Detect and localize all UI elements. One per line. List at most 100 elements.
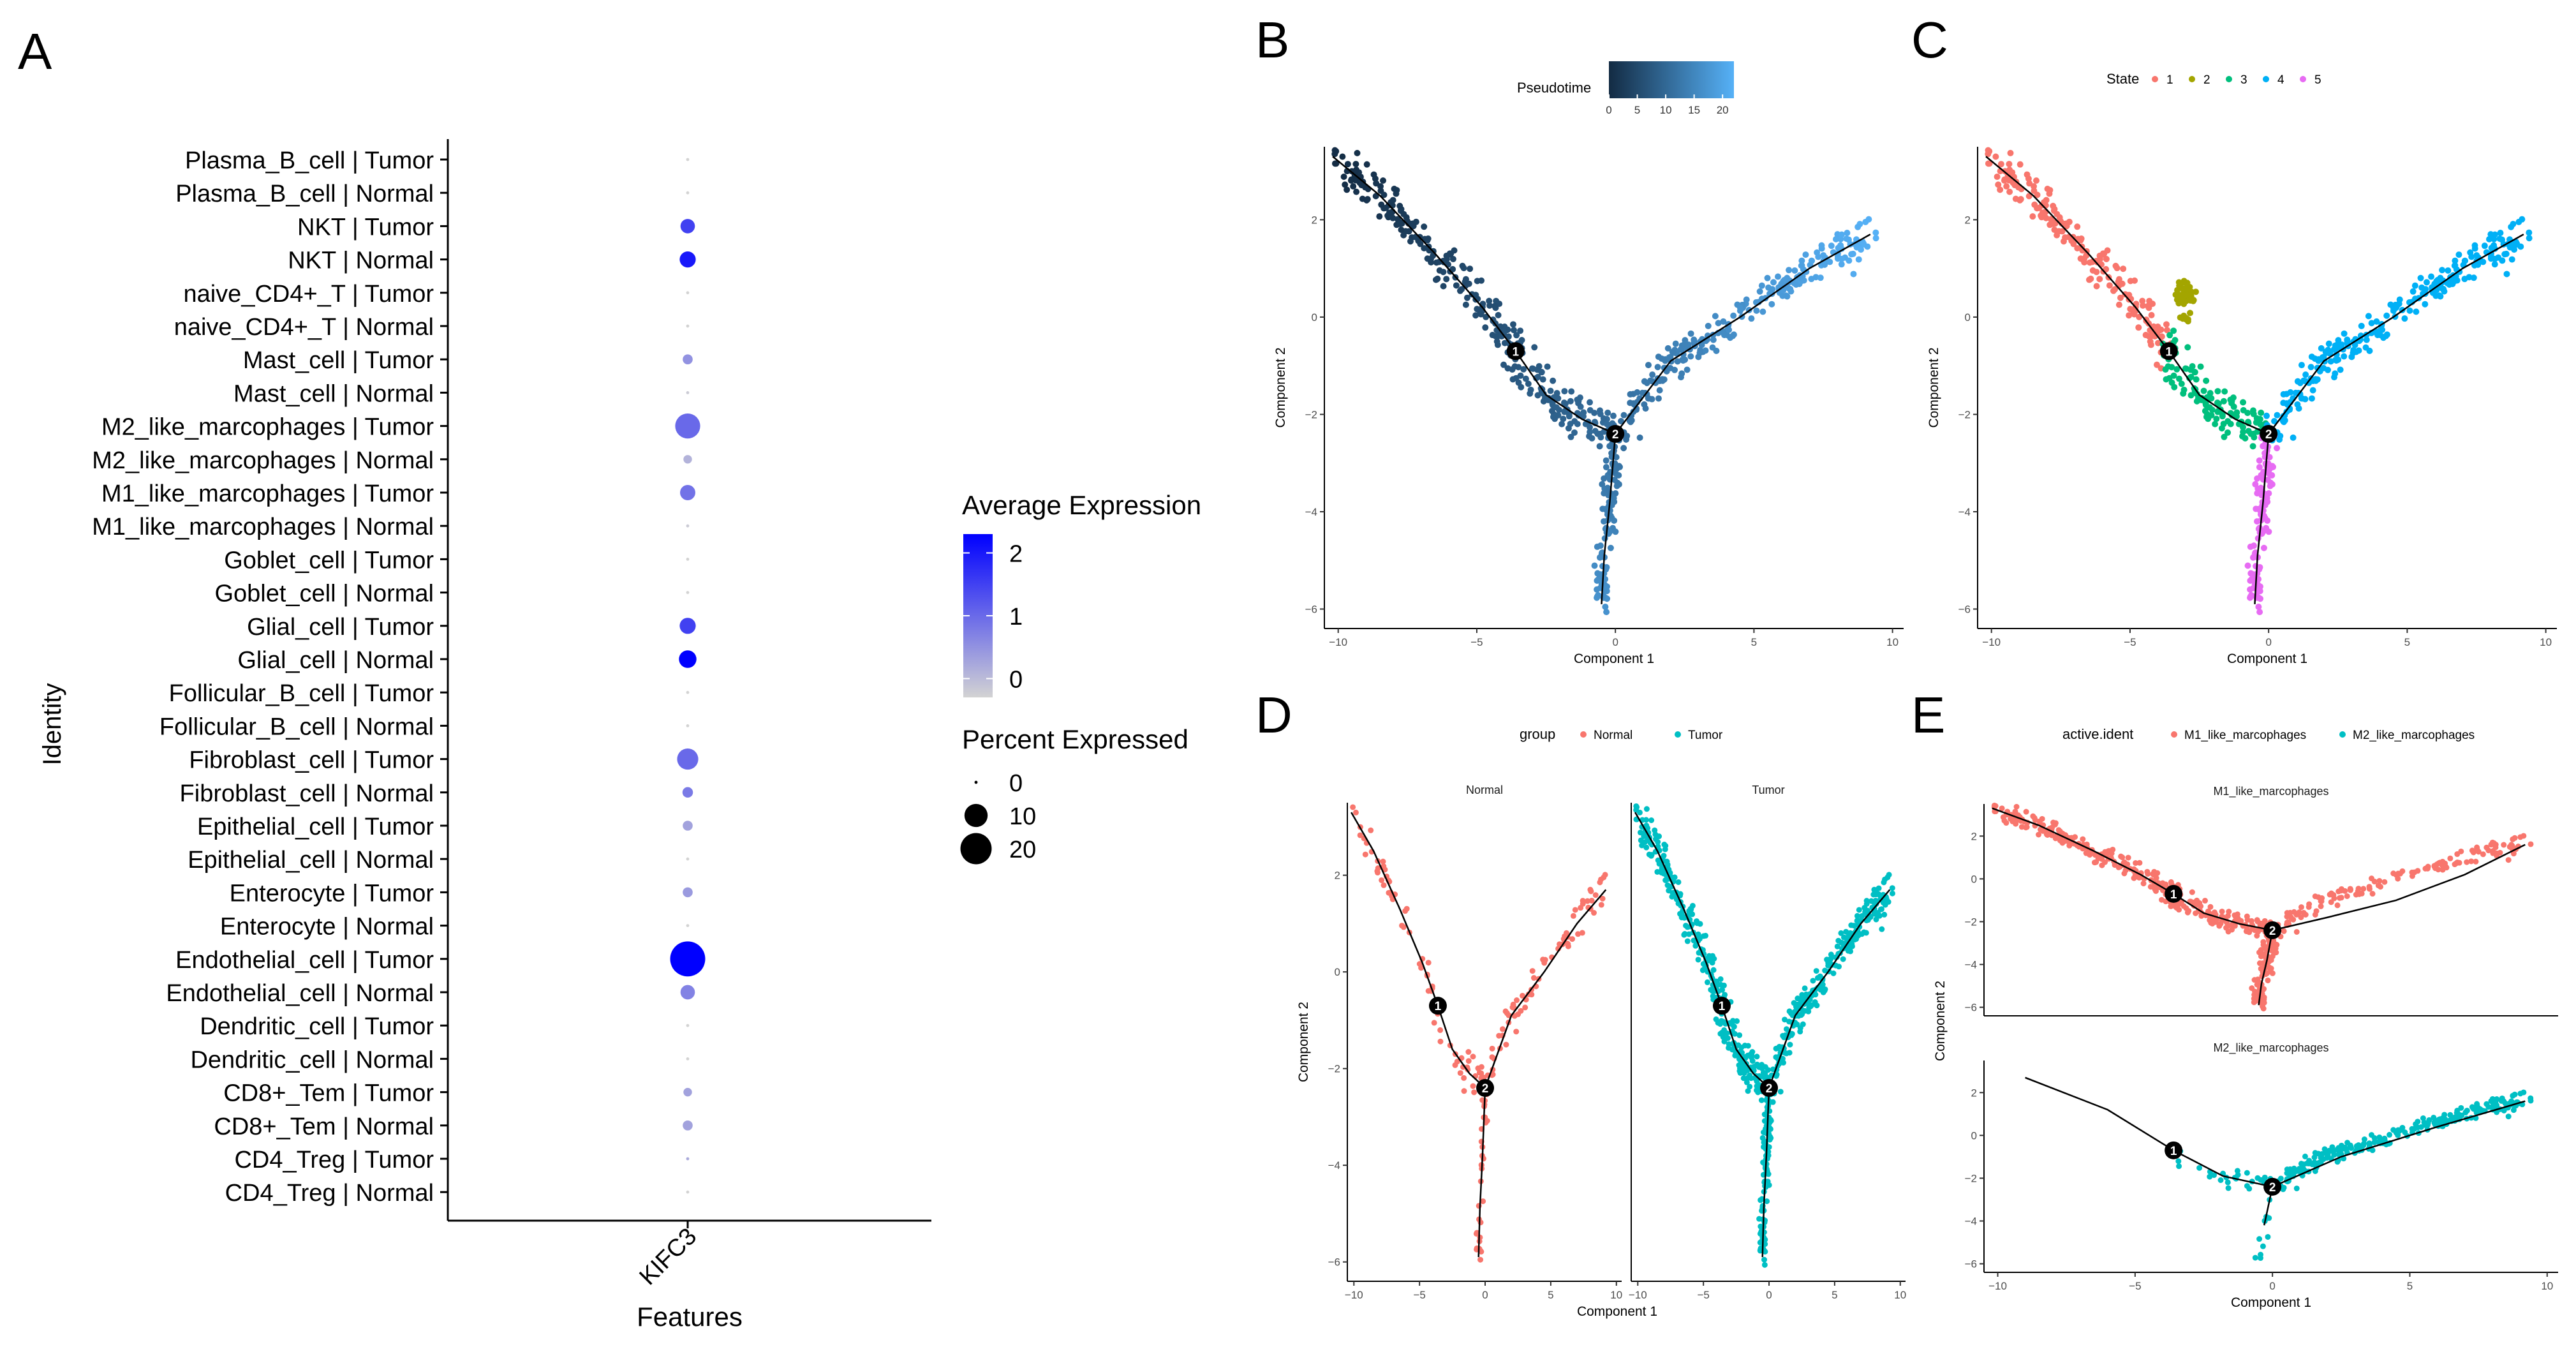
cell-point [2323,349,2330,356]
cell-point [2298,395,2306,402]
cell-point [2489,839,2496,845]
cell-point [2439,862,2445,868]
cell-point [2096,276,2103,283]
x-tick-label: −5 [1413,1289,1425,1301]
cell-point [1791,279,1798,287]
d-legend-title: group [1520,726,1555,742]
cell-point [1664,858,1670,865]
cell-point [2216,923,2223,929]
a-dot [686,1157,690,1161]
cell-point [1344,186,1351,193]
c-legend-swatch [2300,76,2306,82]
cell-point [2081,259,2088,266]
cell-point [1333,160,1340,167]
cell-point [2411,1126,2418,1132]
cell-point [2363,336,2370,343]
a-size-legend-label: 0 [1009,770,1023,797]
cell-point [1443,256,1450,263]
cell-point [1786,267,1793,274]
cell-point [1710,336,1717,343]
cell-point [1518,336,1525,343]
cell-point [2341,330,2348,337]
cell-point [1994,173,2001,180]
a-identity-label: NKT | Normal [288,248,434,274]
cell-point [1764,274,1771,281]
a-dot [682,787,693,798]
cell-point [1572,907,1578,913]
cell-point [2510,836,2516,842]
cell-point [2249,407,2256,414]
cell-point [2170,327,2177,334]
cell-point [2417,274,2424,281]
trajectory-line [1332,156,1516,352]
cell-point [2066,842,2073,849]
y-axis-title: Component 2 [1296,1002,1311,1082]
cell-point [1513,1029,1520,1035]
cell-point [2263,970,2270,976]
cell-point [2233,912,2239,919]
a-dot [686,924,690,927]
cell-point [1992,153,1999,160]
x-tick-label: 10 [2540,636,2552,648]
cell-point [2423,279,2430,286]
cell-point [1720,1034,1726,1040]
cell-point [2260,1003,2266,1009]
cell-point [2260,544,2267,551]
cell-point [2358,322,2365,329]
cell-point [1798,262,1805,269]
cell-point [1440,283,1447,290]
cell-point [1400,924,1407,930]
y-tick-label: 2 [1312,214,1317,226]
cell-point [1597,879,1603,886]
cell-point [1357,832,1363,838]
cell-point [1563,930,1569,936]
cell-point [2256,609,2263,616]
cell-point [1709,988,1715,994]
cell-point [1743,1079,1750,1085]
cell-point [2254,535,2261,542]
cell-point [2106,282,2113,289]
cell-point [1652,380,1659,387]
cell-point [1567,398,1574,405]
cell-point [2178,380,2185,387]
cell-point [1745,1052,1751,1059]
cell-point [2309,387,2316,394]
d-legend-label: Normal [1594,729,1632,742]
cell-point [2154,339,2161,346]
cell-point [2172,336,2179,343]
cell-point [1700,961,1706,967]
cell-point [2350,346,2357,353]
cell-point [2070,241,2077,248]
cell-point [1461,1088,1467,1094]
cell-point [2436,1120,2442,1127]
cell-point [1478,1064,1484,1070]
cell-point [2256,464,2263,471]
cell-point [1879,926,1885,932]
cell-point [1761,1111,1768,1117]
cell-point [1992,803,1999,809]
cell-point [1570,912,1576,919]
cell-point [2274,942,2280,948]
cell-point [2193,376,2200,383]
cell-point [2017,196,2024,203]
cell-point [1753,307,1760,314]
cell-point [1802,251,1809,258]
cell-point [2249,443,2256,450]
branch-node [2260,424,2278,443]
x-tick-label: −10 [1629,1289,1647,1301]
trajectory-line [2272,844,2526,932]
cell-point [2238,918,2244,924]
cell-point [1882,902,1888,908]
branch-node [1760,1078,1779,1097]
cell-point [1606,528,1613,535]
panel-label-a: A [18,23,52,80]
cell-point [2125,854,2131,861]
cell-point [2269,481,2276,488]
branch-node-label: 2 [1482,1082,1489,1096]
cell-point [2382,332,2389,339]
cell-point [2368,1132,2374,1138]
cell-point [2253,415,2260,422]
cell-point [1736,304,1743,311]
c-legend-items: 1 2 3 4 5 [2152,73,2321,87]
